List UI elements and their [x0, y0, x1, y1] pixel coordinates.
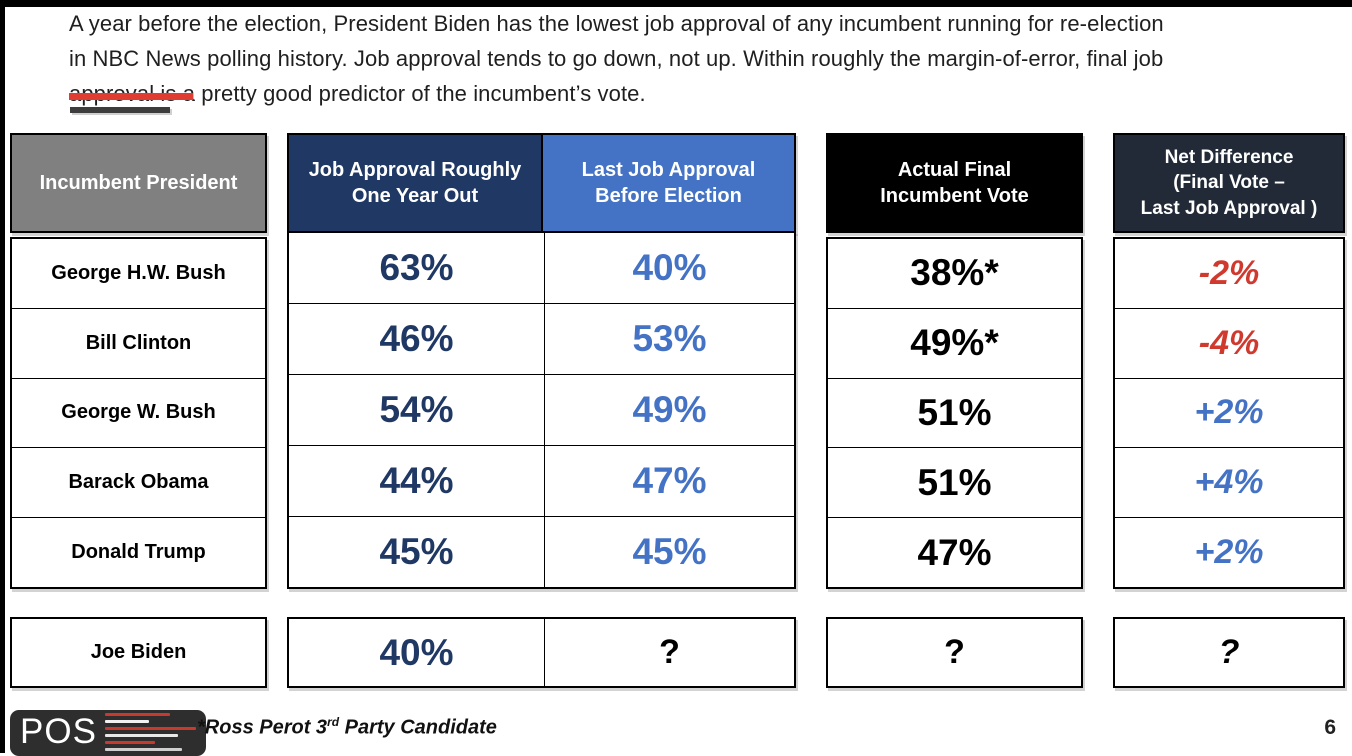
table-row: 45% 45% [289, 516, 794, 587]
pos-logo-lines [104, 713, 196, 751]
header-label-line: One Year Out [351, 185, 479, 207]
approval-year-out-value: 46% [289, 304, 545, 374]
intro-line: A year before the election, President Bi… [69, 11, 1164, 36]
president-name: Donald Trump [12, 517, 265, 587]
approval-year-out-value: 40% [289, 619, 545, 686]
pos-logo: POS [10, 710, 206, 756]
red-underline-decoration [69, 93, 193, 100]
net-difference-value: +4% [1115, 447, 1343, 517]
column-header-approval-year-out: Job Approval Roughly One Year Out [287, 133, 543, 233]
footnote-text: Party Candidate [339, 716, 497, 739]
page-number: 6 [1324, 716, 1336, 739]
approval-columns: 63% 40% 46% 53% 54% 49% 44% 47% 45% 45% [287, 231, 796, 589]
net-difference-column: -2% -4% +2% +4% +2% [1113, 237, 1345, 589]
net-difference-value: -2% [1198, 253, 1260, 292]
header-label-line: Job Approval Roughly [308, 158, 522, 181]
approval-year-out-value: 54% [289, 375, 545, 445]
header-label-line: Net Difference [1164, 147, 1294, 169]
footnote-text: *Ross Perot 3 [197, 716, 328, 739]
final-vote-value: 51% [828, 377, 1081, 448]
pos-logo-text: POS [20, 712, 97, 751]
slide-left-border [0, 0, 5, 753]
column-header-final-vote: Actual Final Incumbent Vote [826, 133, 1083, 233]
net-difference-value: +2% [1115, 377, 1343, 448]
president-name: Barack Obama [12, 447, 265, 517]
president-name: George H.W. Bush [51, 261, 226, 284]
header-label-line: Incumbent Vote [880, 185, 1029, 207]
header-label-line: Last Job Approval ) [1140, 197, 1318, 219]
dark-underline-decoration [70, 107, 170, 113]
approval-year-out-value: 63% [289, 233, 545, 303]
header-label-line: (Final Vote – [1173, 172, 1285, 194]
net-difference-value: +2% [1115, 517, 1343, 587]
header-label: Incumbent President [39, 171, 238, 194]
last-approval-value: 47% [632, 460, 707, 501]
presidents-column: George H.W. Bush Bill Clinton George W. … [10, 237, 267, 589]
biden-net-difference-cell: ? [1113, 617, 1345, 688]
approval-year-out-value: 44% [289, 446, 545, 516]
final-vote-column: 38%* 49%* 51% 51% 47% [826, 237, 1083, 589]
slide-top-border [0, 0, 1352, 7]
header-label-line: Before Election [595, 185, 742, 207]
president-name: Joe Biden [90, 641, 187, 663]
last-approval-value: 53% [632, 318, 707, 359]
column-header-incumbent-president: Incumbent President [10, 133, 267, 233]
column-header-net-difference: Net Difference (Final Vote – Last Job Ap… [1113, 133, 1345, 233]
net-difference-value: ? [1218, 633, 1240, 671]
header-label-line: Last Job Approval [581, 158, 756, 181]
table-row: 44% 47% [289, 445, 794, 516]
table-row: 40% ? [289, 619, 794, 686]
last-approval-value: 45% [632, 531, 707, 572]
table-row: 63% 40% [289, 233, 794, 303]
intro-line: in NBC News polling history. Job approva… [69, 46, 1164, 71]
final-vote-value: 47% [828, 517, 1081, 587]
net-difference-value: -4% [1115, 307, 1343, 378]
final-vote-value: 38%* [910, 252, 999, 294]
column-header-last-approval: Last Job Approval Before Election [543, 133, 796, 233]
footnote: *Ross Perot 3rd Party Candidate [197, 715, 497, 740]
last-approval-value: ? [659, 633, 680, 671]
president-name: George W. Bush [12, 377, 265, 448]
final-vote-value: 49%* [828, 307, 1081, 378]
biden-final-vote-cell: ? [826, 617, 1083, 688]
footnote-superscript: rd [327, 715, 340, 729]
president-name: Bill Clinton [12, 307, 265, 378]
biden-approval-cells: 40% ? [287, 617, 796, 688]
last-approval-value: 40% [632, 247, 707, 288]
intro-line: approval is a pretty good predictor of t… [69, 81, 646, 106]
final-vote-value: ? [944, 633, 965, 671]
table-row: 54% 49% [289, 374, 794, 445]
last-approval-value: 49% [632, 389, 707, 430]
approval-year-out-value: 45% [289, 517, 545, 587]
final-vote-value: 51% [828, 447, 1081, 517]
biden-name-cell: Joe Biden [10, 617, 267, 688]
header-label-line: Actual Final [897, 158, 1012, 181]
intro-text: A year before the election, President Bi… [69, 6, 1341, 111]
table-row: 46% 53% [289, 303, 794, 374]
